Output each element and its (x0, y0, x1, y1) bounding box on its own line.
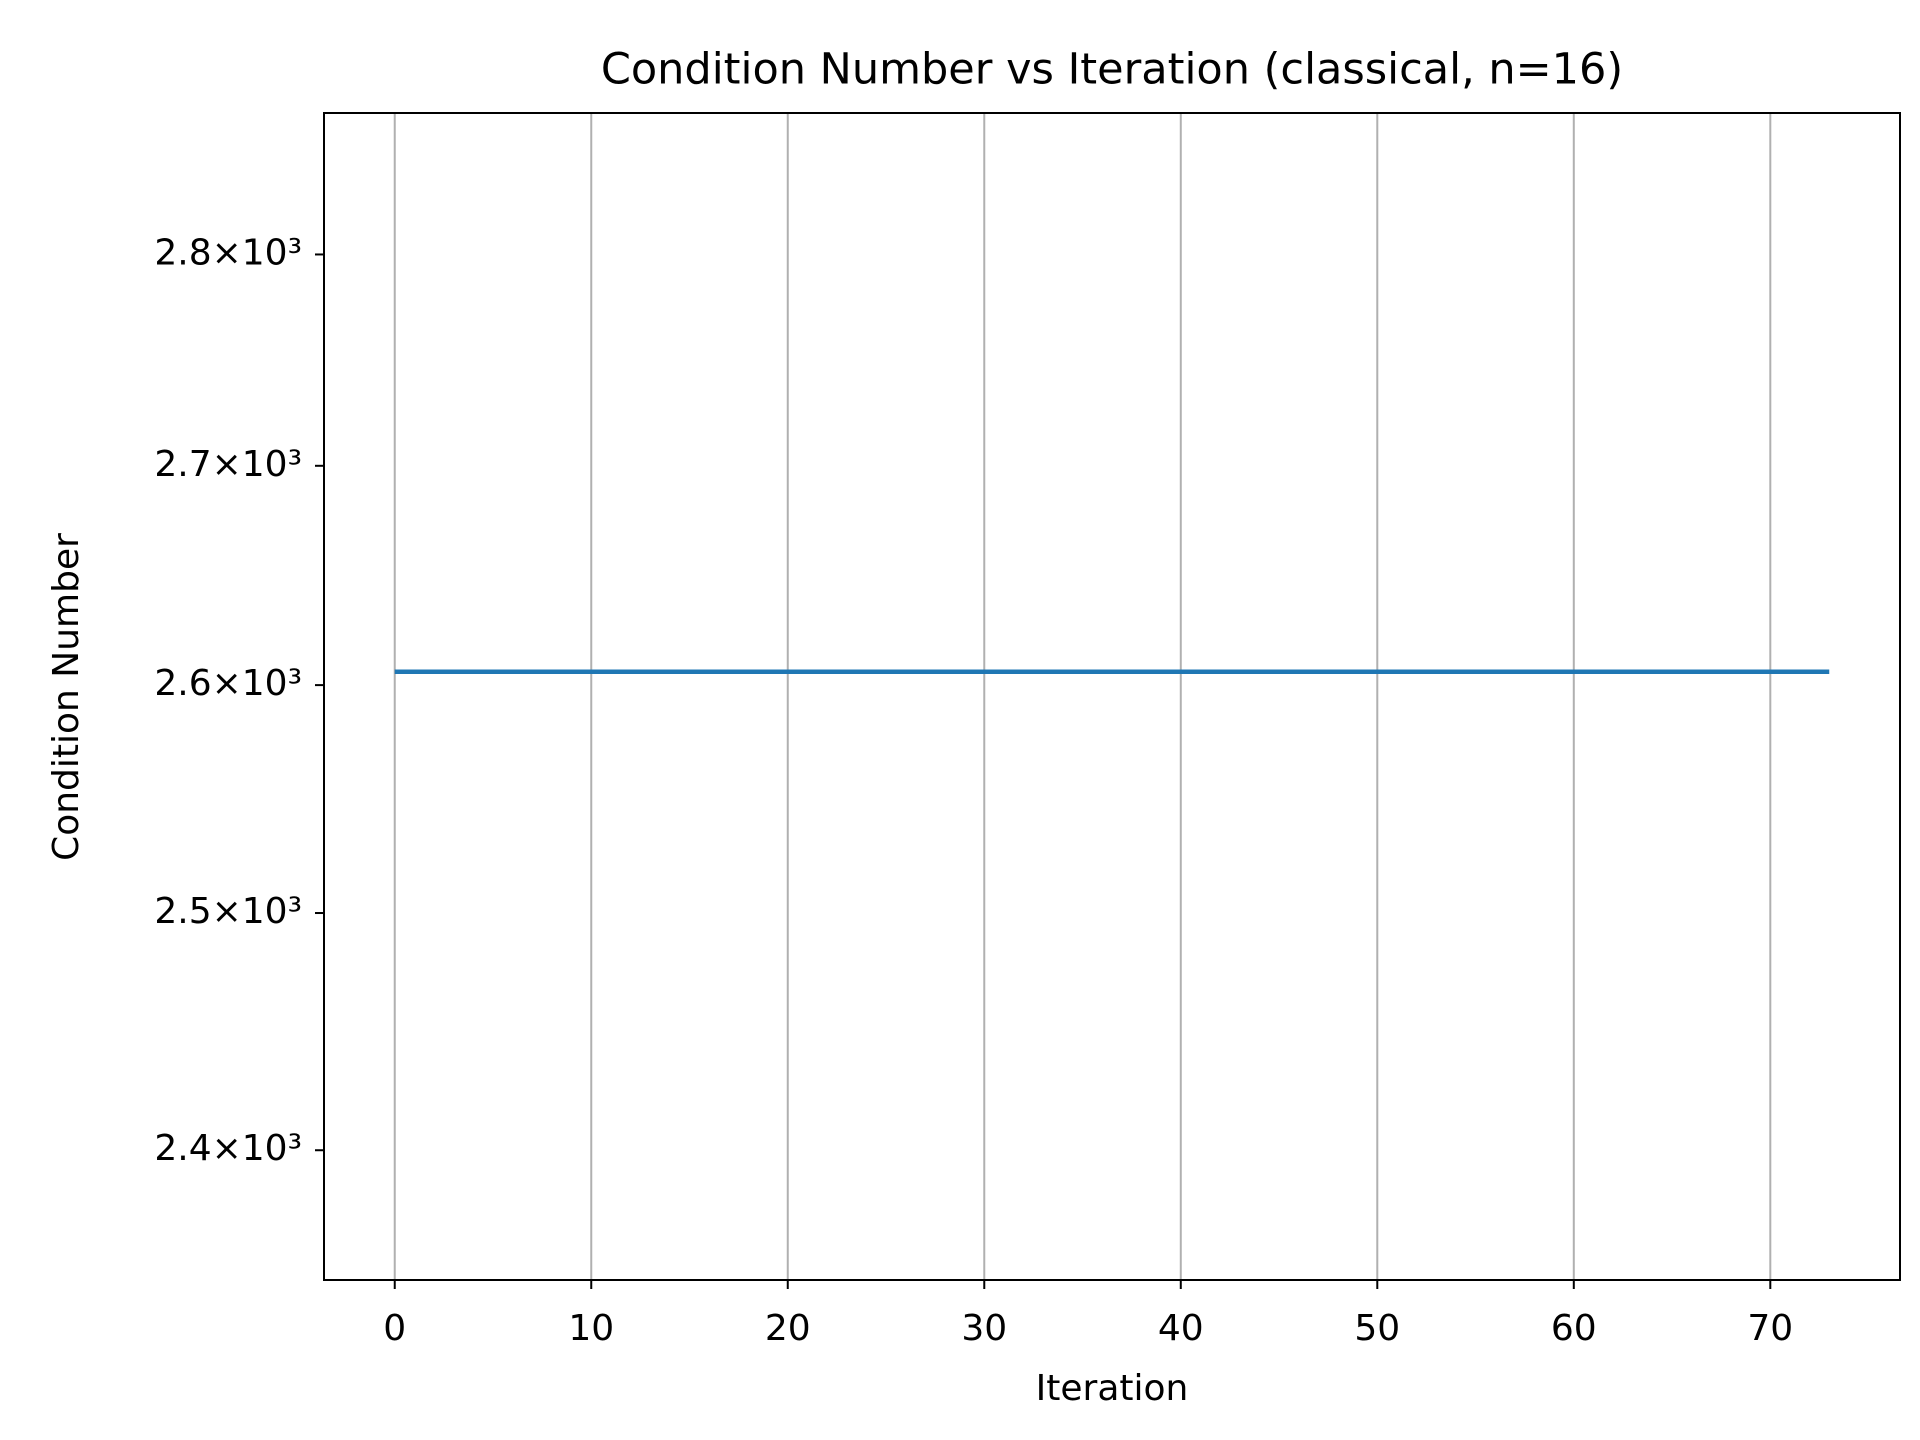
grid (393, 113, 1772, 1280)
y-tick-label: 2.6×10³ (154, 663, 302, 704)
x-axis-label: Iteration (1036, 1368, 1189, 1409)
x-tick-label: 20 (765, 1308, 811, 1349)
y-axis-label: Condition Number (46, 533, 87, 861)
y-tick-label: 2.5×10³ (154, 891, 302, 932)
y-tick-label: 2.8×10³ (154, 232, 302, 273)
y-tick-label: 2.4×10³ (154, 1128, 302, 1169)
x-tick-label: 50 (1354, 1308, 1400, 1349)
x-tick-label: 10 (568, 1308, 614, 1349)
x-tick-label: 40 (1158, 1308, 1204, 1349)
x-tick-label: 70 (1747, 1308, 1793, 1349)
x-tick-label: 60 (1551, 1308, 1597, 1349)
x-tick-label: 30 (961, 1308, 1007, 1349)
plot-frame (323, 112, 1901, 1281)
y-tick-label: 2.7×10³ (154, 444, 302, 485)
x-tick-label: 0 (383, 1308, 406, 1349)
chart-title: Condition Number vs Iteration (classical… (601, 45, 1623, 95)
